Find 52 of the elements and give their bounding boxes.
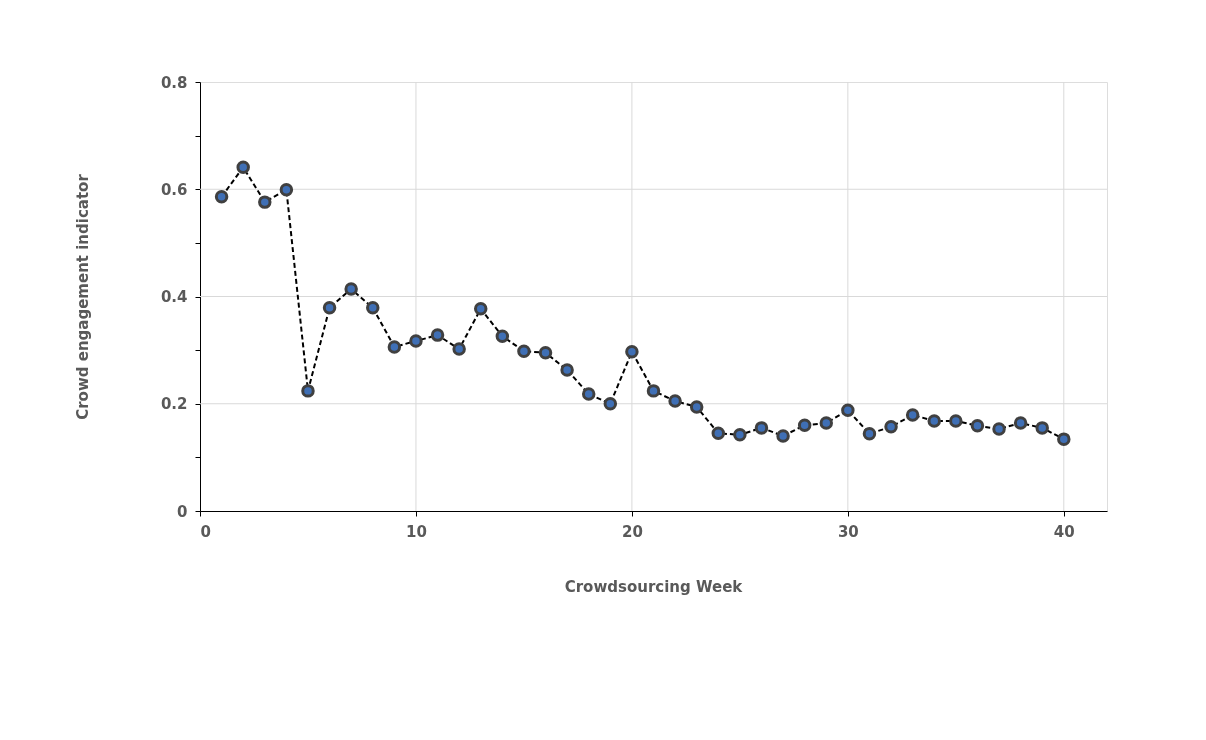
point: [473, 302, 488, 316]
point: [1035, 421, 1049, 435]
point: [646, 384, 661, 398]
point: [992, 422, 1006, 436]
x-tick-label: 10: [406, 522, 427, 541]
point: [344, 282, 358, 296]
y-tick-label: 0.6: [160, 180, 188, 199]
point: [214, 190, 229, 204]
point: [625, 345, 639, 359]
point: [366, 301, 380, 315]
point: [841, 403, 855, 417]
point: [430, 328, 445, 342]
point: [754, 421, 769, 435]
x-tick-label: 0: [200, 522, 211, 541]
point: [603, 397, 618, 411]
point: [1013, 416, 1028, 430]
point: [711, 426, 726, 440]
point: [452, 342, 466, 356]
point: [949, 414, 963, 428]
point: [1057, 432, 1071, 446]
y-tick-label: 0.2: [160, 395, 188, 414]
point: [560, 363, 574, 377]
point: [258, 195, 272, 209]
point: [797, 418, 812, 432]
point: [236, 160, 250, 174]
y-tick-label: 0: [177, 502, 188, 521]
x-tick-label: 40: [1053, 522, 1075, 541]
point: [581, 387, 596, 401]
point: [517, 344, 531, 358]
point: [776, 429, 790, 443]
x-axis-title: Crowdsourcing Week: [564, 577, 744, 596]
point: [668, 394, 682, 408]
point: [538, 346, 553, 360]
point: [495, 329, 510, 343]
x-tick-label: 30: [837, 522, 859, 541]
point: [819, 416, 834, 430]
point: [970, 419, 985, 433]
point: [322, 301, 337, 315]
point: [733, 428, 747, 442]
point: [301, 384, 315, 398]
point: [279, 183, 294, 197]
y-axis-title: Crowd engagement indicator: [73, 173, 92, 420]
point: [927, 414, 941, 428]
point: [387, 340, 402, 354]
point: [905, 408, 920, 422]
point: [409, 334, 423, 348]
y-tick-label: 0.4: [160, 288, 188, 306]
point: [689, 400, 704, 414]
point: [862, 427, 877, 441]
y-tick-label: 0.8: [160, 73, 188, 92]
point: [884, 420, 898, 434]
x-tick-label: 20: [621, 522, 643, 541]
